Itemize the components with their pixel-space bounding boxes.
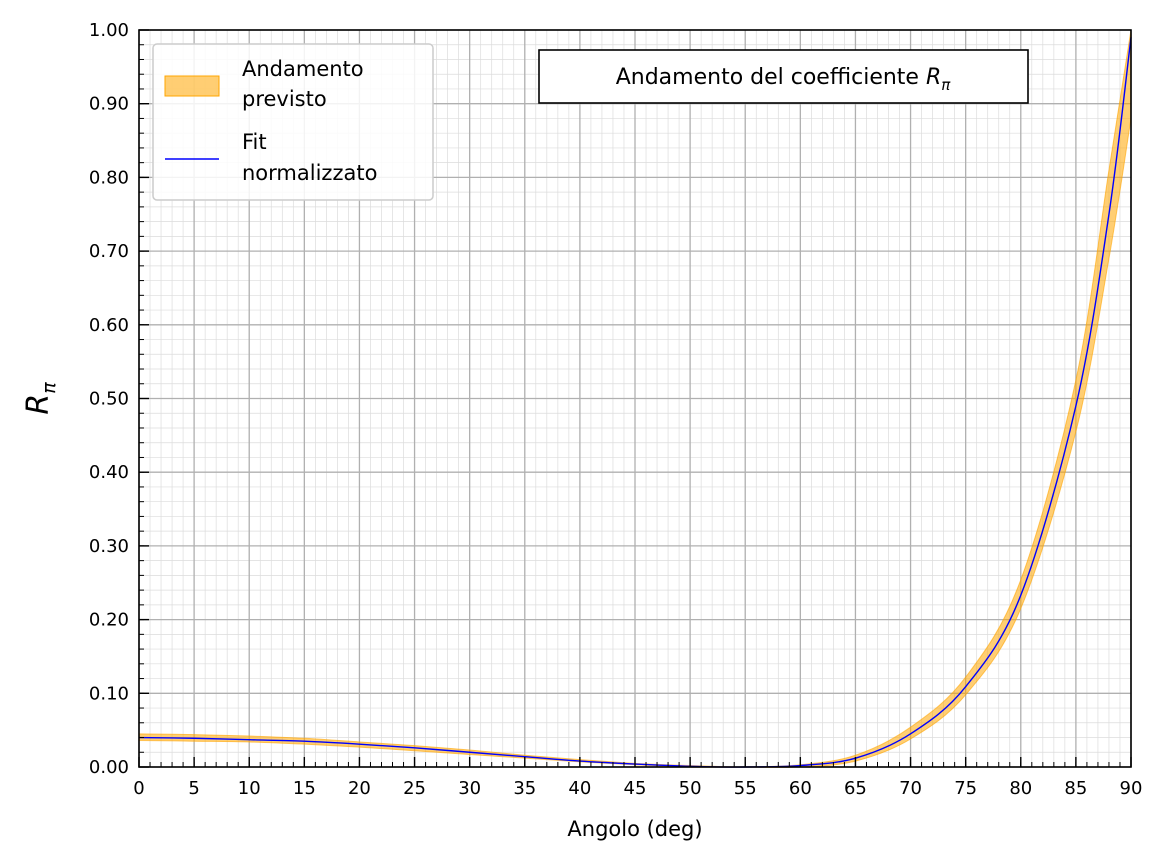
annotation-text: Andamento del coefficiente Rπ [616,65,952,94]
y-axis-label-sub: π [38,382,60,394]
y-tick-label: 0.20 [89,610,129,631]
legend-label-line-line2: normalizzato [242,161,377,185]
y-tick-labels: 0.00 0.10 0.20 0.30 0.40 0.50 0.60 0.70 0.80 0.90… [89,20,129,778]
x-tick-label: 60 [789,778,812,799]
x-tick-label: 0 [133,778,144,799]
y-tick-label: 0.70 [89,241,129,262]
x-tick-label: 65 [844,778,867,799]
y-axis-label-main: R [21,394,56,415]
legend-label-band-line1: Andamento [242,57,364,81]
x-tick-label: 80 [1009,778,1032,799]
x-tick-label: 50 [679,778,702,799]
y-tick-label: 0.10 [89,683,129,704]
x-tick-label: 25 [403,778,426,799]
y-tick-label: 0.80 [89,167,129,188]
x-tick-label: 5 [188,778,199,799]
x-tick-label: 85 [1064,778,1087,799]
legend-box [152,43,434,201]
y-tick-label: 1.00 [89,20,129,41]
x-axis-label: Angolo (deg) [567,817,702,841]
x-tick-label: 75 [954,778,977,799]
x-tick-label: 70 [899,778,922,799]
axis-ticks [138,29,1132,768]
y-tick-label: 0.50 [89,389,129,410]
x-tick-label: 15 [293,778,316,799]
legend-label-line-line1: Fit [242,130,267,154]
x-tick-label: 40 [568,778,591,799]
annotation-text-main: Andamento del coefficiente [616,65,926,90]
y-tick-label: 0.60 [89,315,129,336]
x-tick-label: 90 [1120,778,1143,799]
x-tick-label: 10 [238,778,261,799]
legend-label-band-line2: previsto [242,87,327,111]
y-axis-label: Rπ [21,382,60,415]
y-tick-label: 0.40 [89,462,129,483]
x-tick-label: 45 [624,778,647,799]
legend-swatch-band [164,75,220,97]
annotation-symbol: R [926,65,941,90]
legend: Andamento previsto Fit normalizzato [152,43,434,201]
y-tick-label: 0.90 [89,94,129,115]
annotation-frame [538,49,1029,104]
annotation-box: Andamento del coefficiente Rπ [538,49,1029,104]
x-tick-label: 35 [513,778,536,799]
x-tick-label: 30 [458,778,481,799]
y-tick-label: 0.00 [89,757,129,778]
x-tick-labels: 0 5 10 15 20 25 30 35 40 45 50 55 60 65 70 75 80 85 90 [133,778,1142,799]
annotation-symbol-sub: π [941,76,951,94]
y-tick-label: 0.30 [89,536,129,557]
x-tick-label: 55 [734,778,757,799]
x-tick-label: 20 [348,778,371,799]
